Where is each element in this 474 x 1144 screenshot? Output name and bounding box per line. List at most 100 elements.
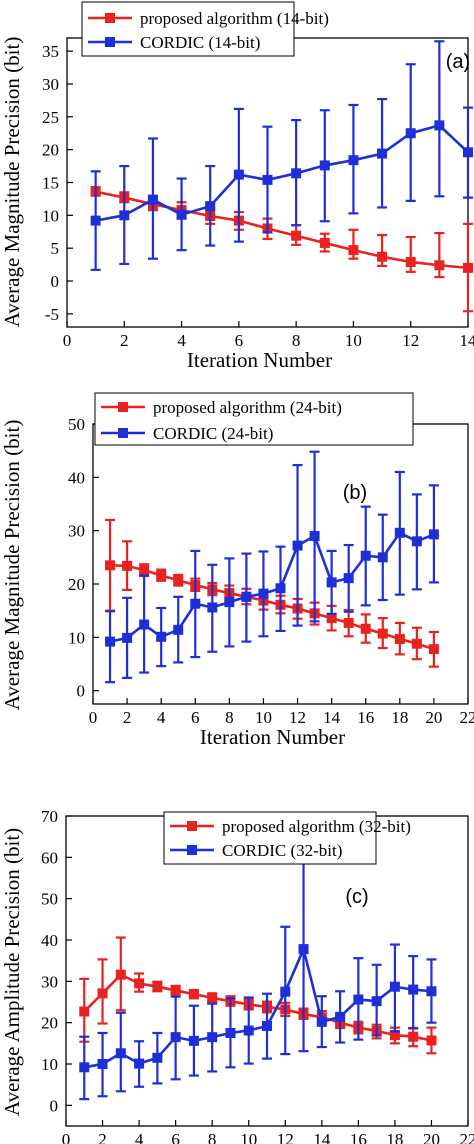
- data-point: [147, 194, 158, 205]
- y-axis-title: Average Amplitude Precision (bit): [0, 828, 24, 1116]
- data-point: [173, 575, 184, 586]
- y-tick-label: 40: [41, 931, 58, 950]
- data-point: [258, 588, 269, 599]
- x-axis-title: Iteration Number: [200, 725, 345, 749]
- data-point: [207, 602, 218, 613]
- y-tick-label: 30: [41, 972, 58, 991]
- data-point: [298, 944, 309, 955]
- data-point: [426, 986, 437, 997]
- x-axis-title: Iteration Number: [187, 348, 332, 372]
- y-axis-title: Average Magnitude Precision (bit): [0, 420, 24, 711]
- x-tick-label: 2: [123, 708, 132, 727]
- data-point: [371, 996, 382, 1007]
- legend-marker: [187, 821, 197, 831]
- x-tick-label: 22: [460, 708, 474, 727]
- data-point: [176, 209, 187, 220]
- legend: proposed algorithm (14-bit) CORDIC (14-bi…: [81, 1, 329, 57]
- data-point: [224, 597, 235, 608]
- data-point: [152, 981, 163, 992]
- legend-label: proposed algorithm (14-bit): [140, 9, 329, 28]
- data-point: [389, 1030, 400, 1041]
- data-point: [105, 560, 116, 571]
- data-point: [428, 644, 439, 655]
- series-cordic: [90, 40, 473, 271]
- data-point: [190, 598, 201, 609]
- series-line: [109, 531, 435, 643]
- series-cordic: [105, 450, 439, 684]
- data-point: [394, 633, 405, 644]
- legend-box: [94, 392, 414, 446]
- data-point: [152, 1052, 163, 1063]
- y-tick-label: 10: [42, 206, 59, 225]
- x-tick-label: 6: [235, 331, 244, 350]
- y-tick-label: 50: [68, 415, 85, 434]
- data-point: [360, 550, 371, 561]
- y-tick-label: 0: [51, 272, 60, 291]
- chart-panel-b: 0 2 4 6 8 10 12 14 16 18 20 22 0 10 20 30 40 50 Iteration …: [0, 392, 474, 749]
- data-point: [309, 531, 320, 541]
- data-point: [291, 230, 302, 241]
- data-point: [207, 1032, 218, 1043]
- y-tick-label: 10: [68, 628, 85, 647]
- data-point: [434, 260, 445, 271]
- legend-box: [163, 811, 377, 865]
- y-tick-label: 30: [68, 522, 85, 541]
- y-tick-label: 70: [41, 807, 58, 826]
- data-point: [348, 155, 359, 166]
- x-tick-label: 18: [391, 708, 408, 727]
- series-cordic: [79, 846, 437, 1101]
- data-point: [428, 529, 439, 540]
- data-point: [205, 201, 216, 212]
- data-point: [188, 989, 199, 1000]
- x-tick-label: 16: [350, 1130, 367, 1144]
- y-tick-label: 10: [41, 1055, 58, 1074]
- x-tick-label: 4: [135, 1130, 144, 1144]
- data-point: [326, 577, 337, 588]
- x-tick-label: 18: [386, 1130, 403, 1144]
- legend-label: proposed algorithm (32-bit): [222, 817, 411, 836]
- data-point: [405, 128, 416, 139]
- legend-label: CORDIC (14-bit): [140, 33, 260, 52]
- x-tick-label: 2: [120, 331, 129, 350]
- x-tick-label: 4: [157, 708, 166, 727]
- data-point: [170, 985, 181, 996]
- data-point: [225, 1028, 236, 1038]
- x-tick-label: 14: [460, 331, 474, 350]
- series-proposed: [90, 185, 473, 313]
- y-tick-label: 20: [68, 575, 85, 594]
- legend: proposed algorithm (24-bit) CORDIC (24-bi…: [94, 392, 414, 446]
- data-point: [291, 168, 302, 179]
- data-point: [134, 1058, 145, 1069]
- x-tick-label: 0: [63, 331, 72, 350]
- data-point: [377, 251, 388, 262]
- data-point: [463, 147, 473, 158]
- panel-label: (b): [343, 482, 367, 504]
- data-point: [173, 624, 184, 635]
- data-point: [262, 174, 273, 185]
- data-point: [79, 1006, 90, 1017]
- data-point: [119, 210, 130, 221]
- series-line: [84, 945, 432, 1069]
- x-tick-label: 14: [323, 708, 341, 727]
- y-tick-label: 40: [68, 468, 85, 487]
- x-tick-label: 20: [423, 1130, 440, 1144]
- data-point: [348, 245, 359, 256]
- data-point: [156, 570, 167, 581]
- series-proposed: [105, 518, 439, 668]
- data-point: [389, 981, 400, 992]
- data-point: [207, 992, 218, 1003]
- x-tick-label: 8: [208, 1130, 217, 1144]
- data-point: [188, 1035, 199, 1046]
- data-point: [405, 256, 416, 267]
- y-tick-label: 20: [41, 1014, 58, 1033]
- data-point: [241, 591, 252, 602]
- y-tick-label: 0: [50, 1096, 59, 1115]
- legend-label: CORDIC (24-bit): [153, 424, 273, 443]
- x-tick-label: 16: [357, 708, 374, 727]
- x-tick-label: 6: [171, 1130, 180, 1144]
- legend-box: [81, 1, 295, 57]
- data-point: [316, 1016, 327, 1027]
- x-tick-label: 8: [225, 708, 234, 727]
